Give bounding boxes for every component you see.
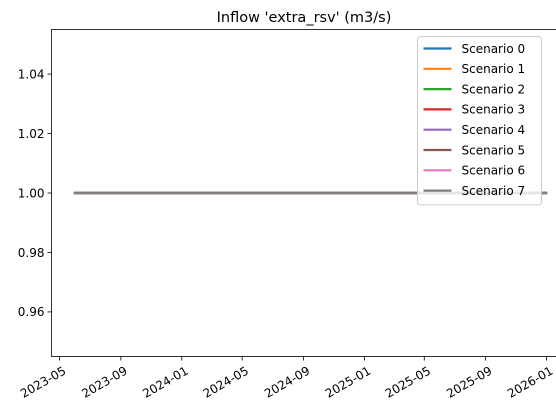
x-tick-label-2: 2024-01	[140, 364, 190, 401]
legend-label-3: Scenario 3	[462, 103, 526, 117]
legend-label-5: Scenario 5	[462, 143, 526, 157]
x-tick-label-4: 2024-09	[262, 364, 312, 401]
x-tick-label-8: 2026-01	[505, 364, 555, 401]
legend-label-4: Scenario 4	[462, 123, 526, 137]
legend-label-1: Scenario 1	[462, 62, 526, 76]
legend-label-6: Scenario 6	[462, 164, 526, 178]
x-tick-label-5: 2025-01	[323, 364, 373, 401]
legend-label-0: Scenario 0	[462, 42, 526, 56]
y-tick-label-1: 0.98	[18, 246, 45, 260]
x-tick-label-0: 2023-05	[18, 364, 68, 401]
x-axis: 2023-05 2023-09 2024-01 2024-05 2024-09 2025-…	[18, 356, 555, 401]
x-tick-label-6: 2025-05	[383, 364, 433, 401]
y-tick-label-0: 0.96	[18, 305, 45, 319]
x-tick-label-1: 2023-09	[79, 364, 129, 401]
chart-title: Inflow 'extra_rsv' (m3/s)	[217, 10, 392, 26]
y-tick-label-3: 1.02	[18, 127, 45, 141]
y-tick-label-4: 1.04	[18, 67, 45, 81]
legend-label-2: Scenario 2	[462, 82, 526, 96]
legend-box	[417, 36, 542, 206]
legend: Scenario 0 Scenario 1 Scenario 2 Scenario 3…	[417, 36, 542, 206]
y-axis: 0.96 0.98 1.00 1.02 1.04	[18, 67, 52, 319]
x-tick-label-3: 2024-05	[201, 364, 251, 401]
x-tick-label-7: 2025-09	[444, 364, 494, 401]
legend-label-7: Scenario 7	[462, 184, 526, 198]
y-tick-label-2: 1.00	[18, 186, 45, 200]
